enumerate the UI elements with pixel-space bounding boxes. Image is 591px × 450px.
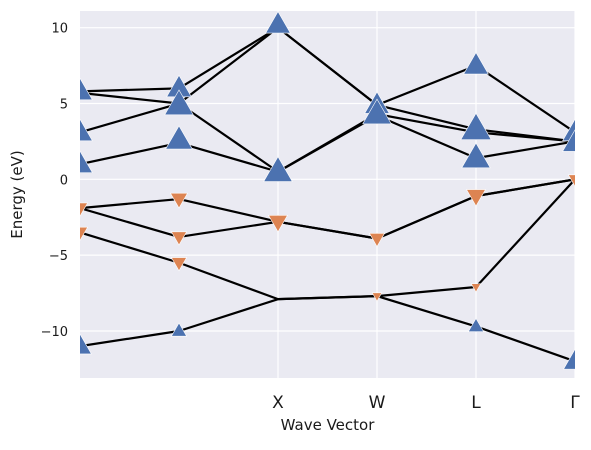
- triangle-up-marker: [463, 51, 489, 75]
- triangle-up-marker: [563, 348, 575, 370]
- triangle-up-marker: [165, 125, 193, 150]
- band-line-2: [80, 26, 575, 134]
- y-tick-label: −5: [49, 249, 68, 264]
- x-tick-label: Γ: [570, 393, 580, 413]
- y-axis-label: Energy (eV): [8, 150, 26, 238]
- triangle-down-marker: [170, 257, 188, 272]
- triangle-down-marker: [267, 214, 289, 233]
- x-tick-label: X: [272, 393, 284, 413]
- tick-labels: 10 5 0 −5 −10 X W L Γ: [41, 22, 581, 413]
- triangle-up-marker: [170, 322, 188, 337]
- triangle-up-marker: [362, 98, 392, 125]
- triangle-up-marker: [562, 129, 575, 152]
- triangle-up-marker: [460, 112, 492, 140]
- triangle-down-marker: [80, 202, 89, 217]
- data-layer: [80, 11, 575, 370]
- triangle-down-marker: [465, 189, 487, 207]
- y-tick-label: 5: [60, 98, 68, 113]
- x-tick-label: L: [471, 393, 481, 413]
- triangle-down-marker: [169, 192, 189, 209]
- y-tick-label: −10: [41, 325, 68, 340]
- triangle-down-marker: [567, 174, 575, 187]
- x-axis-label: Wave Vector: [281, 416, 376, 434]
- triangle-up-marker: [164, 89, 194, 116]
- triangle-up-marker: [80, 118, 93, 142]
- band-line-8: [80, 295, 575, 363]
- triangle-up-marker: [80, 333, 92, 355]
- band-line-6: [80, 178, 575, 240]
- triangle-up-marker: [80, 150, 93, 173]
- triangle-up-marker: [263, 156, 293, 182]
- y-tick-label: 0: [60, 173, 68, 188]
- y-tick-label: 10: [51, 22, 68, 37]
- triangle-down-marker: [170, 231, 188, 246]
- band-line-4: [80, 114, 575, 173]
- triangle-up-marker: [265, 11, 291, 34]
- triangle-down-marker: [371, 292, 383, 302]
- plot-background: [80, 11, 575, 378]
- x-tick-label: W: [369, 393, 386, 413]
- triangle-up-marker: [80, 77, 93, 101]
- triangle-up-marker: [461, 142, 491, 169]
- triangle-up-marker: [467, 317, 485, 332]
- triangle-down-marker: [368, 232, 386, 248]
- triangle-down-marker: [470, 283, 482, 293]
- triangle-down-marker: [80, 226, 89, 242]
